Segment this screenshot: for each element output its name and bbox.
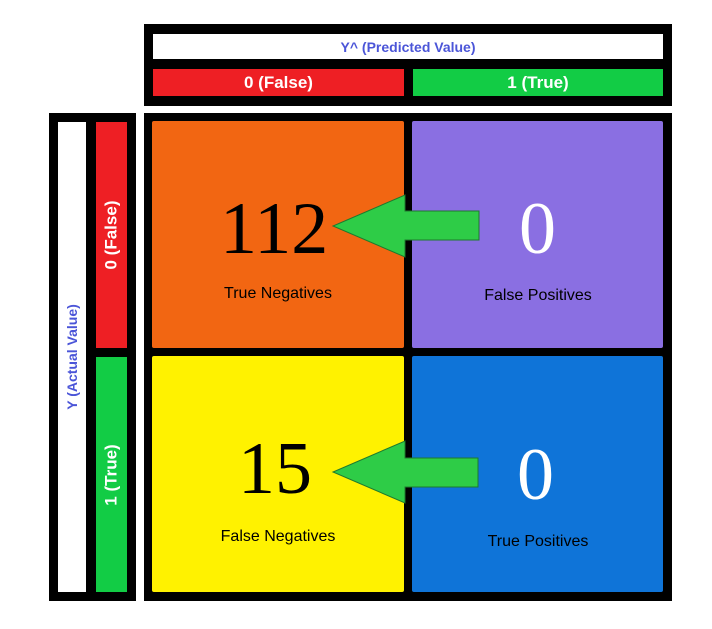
true-positives-label: True Positives — [487, 533, 589, 550]
actual-value-title-text: Y (Actual Value) — [64, 304, 80, 410]
predicted-false-header: 0 (False) — [153, 69, 404, 96]
predicted-value-title-text: Y^ (Predicted Value) — [340, 38, 476, 55]
true-positives-count: 0 — [517, 434, 554, 516]
false-negatives-count: 15 — [238, 428, 312, 510]
true-negatives-label: True Negatives — [224, 285, 332, 302]
predicted-value-title: Y^ (Predicted Value) — [153, 34, 663, 59]
false-negatives-label: False Negatives — [220, 528, 336, 545]
actual-false-label: 0 (False) — [101, 200, 121, 270]
actual-false-header: 0 (False) — [96, 122, 127, 348]
actual-true-header: 1 (True) — [96, 357, 127, 592]
predicted-false-label: 0 (False) — [244, 72, 313, 92]
actual-true-label: 1 (True) — [101, 443, 121, 506]
false-positives-count: 0 — [519, 188, 556, 270]
false-positives-label: False Positives — [484, 287, 592, 304]
predicted-true-label: 1 (True) — [507, 72, 569, 92]
actual-value-title: Y (Actual Value) — [58, 122, 86, 592]
predicted-true-header: 1 (True) — [413, 69, 663, 96]
true-negatives-count: 112 — [220, 188, 329, 270]
